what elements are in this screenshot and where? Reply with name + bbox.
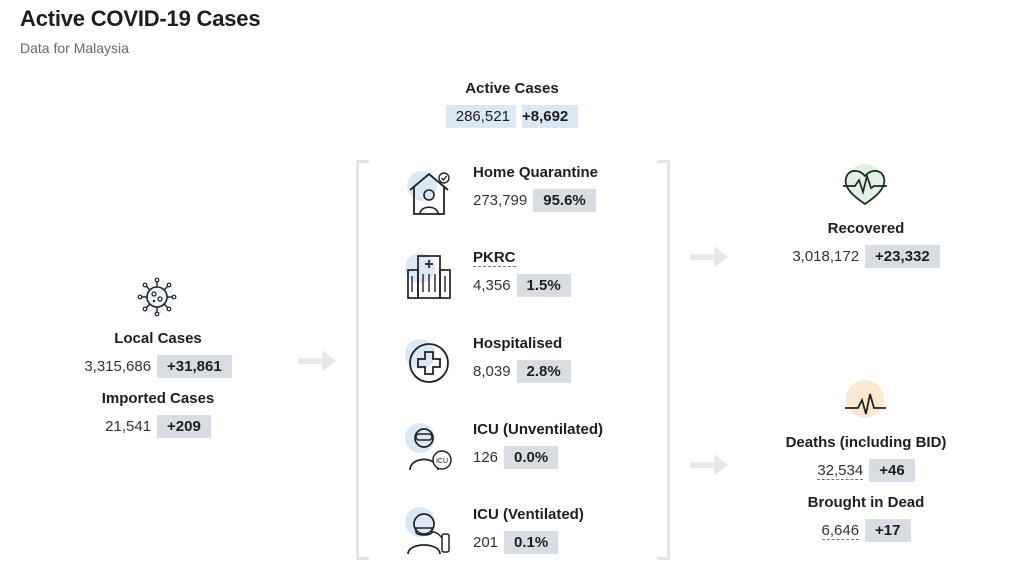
icu-ventilator-icon xyxy=(404,506,454,556)
arrow-right-icon xyxy=(690,454,728,476)
category-icu-unventilated: ICU (Unventilated) 126 0.0% xyxy=(473,421,603,469)
pulse-line-icon xyxy=(840,378,890,428)
right-bracket xyxy=(657,160,670,560)
recovered-change: +23,332 xyxy=(865,245,940,268)
category-icu-ventilated: ICU (Ventilated) 201 0.1% xyxy=(473,506,584,554)
category-home-quarantine: Home Quarantine 273,799 95.6% xyxy=(473,164,598,212)
page-subtitle: Data for Malaysia xyxy=(20,40,129,56)
category-value: 201 xyxy=(473,534,499,551)
deaths-change: +46 xyxy=(869,459,915,482)
medical-cross-icon xyxy=(404,338,454,388)
local-cases-label: Local Cases xyxy=(114,330,202,347)
hospital-building-icon xyxy=(404,252,454,302)
category-value: 8,039 xyxy=(473,363,511,380)
category-pct: 0.1% xyxy=(504,531,559,554)
bid-label: Brought in Dead xyxy=(807,494,925,511)
heartbeat-icon xyxy=(840,162,890,212)
active-cases-change: +8,692 xyxy=(521,105,579,128)
left-bracket xyxy=(356,160,369,560)
deaths-block: Deaths (including BID) 32,534 +46 Brough… xyxy=(756,434,976,542)
page-title: Active COVID-19 Cases xyxy=(20,6,261,31)
category-label: Home Quarantine xyxy=(473,164,599,181)
category-label: PKRC xyxy=(473,249,516,267)
active-cases-label: Active Cases xyxy=(465,80,559,97)
category-pct: 0.0% xyxy=(504,446,559,469)
category-label: Hospitalised xyxy=(473,335,563,352)
local-cases-block: Local Cases 3,315,686 +31,861 Imported C… xyxy=(58,330,258,438)
icu-doctor-icon: ICU xyxy=(404,422,454,472)
local-cases-value: 3,315,686 xyxy=(84,358,152,375)
category-value: 273,799 xyxy=(473,192,528,209)
bid-value: 6,646 xyxy=(821,521,860,540)
local-cases-change: +31,861 xyxy=(157,355,232,378)
recovered-value: 3,018,172 xyxy=(792,248,860,265)
arrow-right-icon xyxy=(298,350,336,372)
category-pct: 2.8% xyxy=(516,360,571,383)
category-pct: 95.6% xyxy=(533,189,596,212)
imported-cases-value: 21,541 xyxy=(105,418,152,435)
category-label: ICU (Ventilated) xyxy=(473,506,584,523)
deaths-label: Deaths (including BID) xyxy=(785,434,947,451)
recovered-block: Recovered 3,018,172 +23,332 xyxy=(766,220,966,268)
active-cases-value: 286,521 xyxy=(445,105,516,128)
category-pct: 1.5% xyxy=(516,274,571,297)
category-value: 126 xyxy=(473,449,499,466)
category-pkrc: PKRC 4,356 1.5% xyxy=(473,249,571,297)
category-label: ICU (Unventilated) xyxy=(473,421,604,438)
imported-cases-change: +209 xyxy=(157,415,211,438)
category-value: 4,356 xyxy=(473,277,511,294)
bid-change: +17 xyxy=(865,519,911,542)
arrow-right-icon xyxy=(690,246,728,268)
recovered-label: Recovered xyxy=(827,220,905,237)
imported-cases-label: Imported Cases xyxy=(101,390,215,407)
svg-text:ICU: ICU xyxy=(436,458,448,465)
deaths-value: 32,534 xyxy=(817,461,864,480)
category-hospitalised: Hospitalised 8,039 2.8% xyxy=(473,335,571,383)
virus-icon xyxy=(136,276,178,318)
active-cases-block: Active Cases 286,521 +8,692 xyxy=(412,80,612,128)
home-quarantine-icon xyxy=(404,168,454,218)
